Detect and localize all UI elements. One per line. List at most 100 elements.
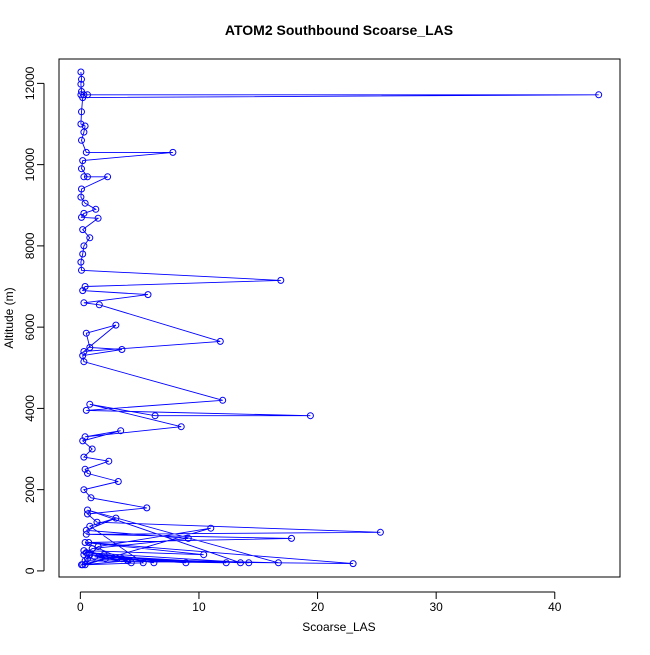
y-tick-label: 4000: [23, 395, 37, 422]
data-point: [177, 423, 185, 431]
data-point: [112, 321, 120, 329]
y-tick-label: 0: [23, 567, 37, 574]
chart-title: ATOM2 Southbound Scoarse_LAS: [225, 22, 453, 38]
data-point: [376, 528, 384, 536]
x-tick-label: 30: [429, 600, 443, 614]
data-point: [216, 337, 224, 345]
data-point: [92, 205, 100, 213]
data-point: [79, 226, 87, 234]
plot-frame: [58, 58, 621, 578]
x-axis: 0 10 20 30 40: [77, 591, 562, 614]
data-point: [127, 559, 135, 567]
data-point: [80, 128, 88, 136]
data-point: [80, 486, 88, 494]
data-point: [85, 539, 93, 546]
data-point: [101, 555, 109, 563]
data-point: [143, 504, 151, 512]
data-point: [78, 266, 85, 274]
data-point: [78, 185, 85, 193]
data-point: [84, 469, 91, 477]
data-point: [81, 199, 89, 207]
data-point: [114, 478, 122, 485]
data-point: [306, 412, 314, 420]
data-point: [80, 453, 88, 461]
data-point: [78, 75, 85, 83]
data-point: [151, 412, 159, 420]
x-tick-label: 20: [311, 600, 325, 614]
data-point: [82, 406, 90, 414]
data-point: [80, 299, 88, 307]
data-point: [88, 545, 96, 553]
data-point: [81, 539, 89, 546]
y-axis: 0 2000 4000 6000 8000 10000 12000: [23, 66, 45, 574]
x-tick-label: 40: [548, 600, 562, 614]
data-point: [84, 173, 91, 181]
data-point: [105, 457, 113, 465]
data-point: [182, 559, 190, 567]
data-point: [77, 258, 85, 266]
y-tick-label: 6000: [23, 313, 37, 340]
data-point: [222, 559, 230, 567]
data-point: [184, 534, 192, 542]
data-point: [84, 506, 91, 514]
y-tick-label: 10000: [23, 148, 37, 182]
data-point: [144, 291, 152, 299]
data-point: [112, 514, 120, 522]
y-tick-label: 2000: [23, 476, 37, 503]
data-point: [78, 108, 85, 116]
data-point: [118, 346, 126, 353]
data-point: [79, 250, 87, 258]
data-point: [94, 543, 102, 550]
data-point: [77, 68, 85, 76]
data-point: [77, 193, 85, 201]
data-point: [80, 547, 88, 555]
y-tick-label: 8000: [23, 232, 37, 259]
data-point: [86, 400, 94, 408]
data-point: [82, 329, 90, 337]
data-point: [277, 276, 285, 284]
data-point: [78, 213, 85, 221]
data-point: [95, 301, 103, 309]
data-point: [82, 530, 90, 538]
data-point: [77, 120, 85, 128]
x-tick-label: 10: [192, 600, 206, 614]
data-point: [245, 559, 253, 567]
data-point: [77, 80, 85, 88]
data-point: [93, 518, 101, 526]
data-point: [200, 551, 208, 559]
data-point: [117, 427, 125, 435]
data-point: [207, 524, 215, 532]
data-point: [79, 94, 87, 102]
data-point: [150, 559, 158, 567]
data-point: [100, 551, 108, 559]
data-point: [104, 173, 112, 181]
data-point: [80, 358, 88, 366]
y-tick-label: 12000: [23, 66, 37, 100]
data-point: [94, 214, 102, 222]
data-point: [80, 242, 88, 250]
data-point: [169, 148, 177, 156]
data-point: [87, 494, 95, 502]
data-point: [86, 551, 94, 559]
data-point: [349, 560, 357, 568]
data-point: [595, 91, 603, 99]
data-point: [86, 234, 94, 242]
data-point: [237, 559, 244, 567]
series-points: [77, 68, 603, 569]
data-point: [78, 136, 85, 144]
data-point: [81, 561, 89, 569]
data-point: [78, 165, 85, 173]
data-point: [139, 559, 147, 567]
data-point: [79, 561, 87, 569]
data-point: [274, 559, 282, 567]
data-point: [124, 557, 132, 565]
data-point: [79, 437, 87, 445]
data-point: [288, 534, 295, 542]
x-axis-label: Scoarse_LAS: [302, 620, 375, 634]
data-point: [80, 348, 88, 355]
data-point: [82, 526, 90, 534]
data-point: [86, 522, 94, 530]
x-tick-label: 0: [77, 600, 84, 614]
data-point: [219, 396, 227, 404]
